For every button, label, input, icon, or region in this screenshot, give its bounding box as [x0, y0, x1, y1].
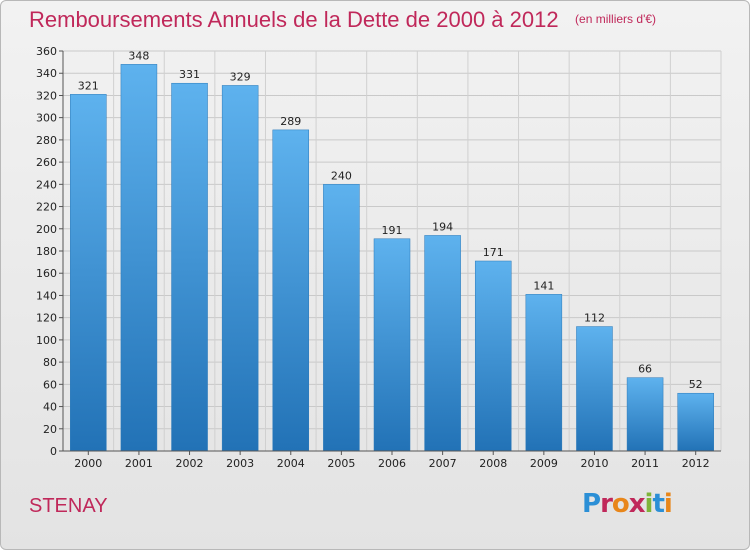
y-tick-label: 60: [43, 378, 57, 391]
y-tick-label: 20: [43, 423, 57, 436]
value-label-2001: 348: [128, 49, 149, 62]
x-tick-label-2002: 2002: [176, 457, 204, 470]
proxiti-logo: Proxiti: [582, 489, 673, 519]
x-tick-label-2011: 2011: [631, 457, 659, 470]
y-tick-label: 260: [36, 156, 57, 169]
y-tick-label: 300: [36, 112, 57, 125]
x-tick-label-2004: 2004: [277, 457, 305, 470]
chart-header: Remboursements Annuels de la Dette de 20…: [29, 7, 656, 33]
bar-2010: [576, 326, 613, 452]
place-name: STENAY: [29, 495, 108, 517]
x-tick-label-2007: 2007: [429, 457, 457, 470]
y-tick-label: 360: [36, 45, 57, 58]
value-label-2008: 171: [483, 246, 504, 259]
bar-2004: [272, 129, 310, 452]
value-label-2011: 66: [638, 363, 652, 376]
value-label-2000: 321: [78, 79, 99, 92]
bar-2011: [626, 377, 664, 452]
x-tick-label-2005: 2005: [327, 457, 355, 470]
chart-title: Remboursements Annuels de la Dette de 20…: [29, 7, 559, 32]
value-label-2004: 289: [280, 115, 301, 128]
bar-2007: [424, 235, 461, 452]
y-tick-label: 220: [36, 201, 57, 214]
bar-2008: [474, 260, 512, 452]
y-tick-label: 240: [36, 178, 57, 191]
y-tick-label: 0: [50, 445, 57, 458]
x-tick-label-2012: 2012: [682, 457, 710, 470]
bar-2012: [677, 392, 714, 452]
bar-2001: [120, 64, 158, 452]
axes: 0 20 40 60 80 100 120 140 160 180 200 220 240 260 280 3…: [36, 45, 721, 470]
y-tick-label: 120: [36, 312, 57, 325]
x-tick-label-2001: 2001: [125, 457, 153, 470]
value-label-2012: 52: [689, 378, 703, 391]
value-label-2009: 141: [533, 279, 554, 292]
y-tick-label: 160: [36, 267, 57, 280]
x-tick-label-2008: 2008: [479, 457, 507, 470]
bar-2003: [221, 85, 259, 452]
y-tick-label: 100: [36, 334, 57, 347]
y-tick-label: 280: [36, 134, 57, 147]
value-label-2005: 240: [331, 169, 352, 182]
chart-subtitle: (en milliers d'€): [575, 12, 657, 26]
x-tick-label-2000: 2000: [74, 457, 102, 470]
y-tick-label: 320: [36, 89, 57, 102]
value-label-2003: 329: [230, 70, 251, 83]
bar-2002: [171, 82, 208, 452]
y-tick-label: 80: [43, 356, 57, 369]
x-tick-label-2009: 2009: [530, 457, 558, 470]
y-tick-label: 180: [36, 245, 57, 258]
y-tick-label: 140: [36, 289, 57, 302]
bar-2009: [525, 294, 563, 452]
bar-2006: [373, 238, 411, 452]
value-label-2010: 112: [584, 312, 605, 325]
bar-2005: [323, 184, 360, 452]
x-tick-label-2006: 2006: [378, 457, 406, 470]
x-tick-label-2003: 2003: [226, 457, 254, 470]
value-label-2006: 191: [382, 224, 403, 237]
y-tick-label: 340: [36, 67, 57, 80]
value-label-2002: 331: [179, 68, 200, 81]
value-label-2007: 194: [432, 220, 453, 233]
y-tick-label: 200: [36, 223, 57, 236]
y-tick-label: 40: [43, 401, 57, 414]
bar-2000: [70, 94, 107, 452]
bars: 321 348 331 329 289 240 191 194 171 141 112 66 52: [70, 49, 714, 452]
x-tick-label-2010: 2010: [580, 457, 608, 470]
